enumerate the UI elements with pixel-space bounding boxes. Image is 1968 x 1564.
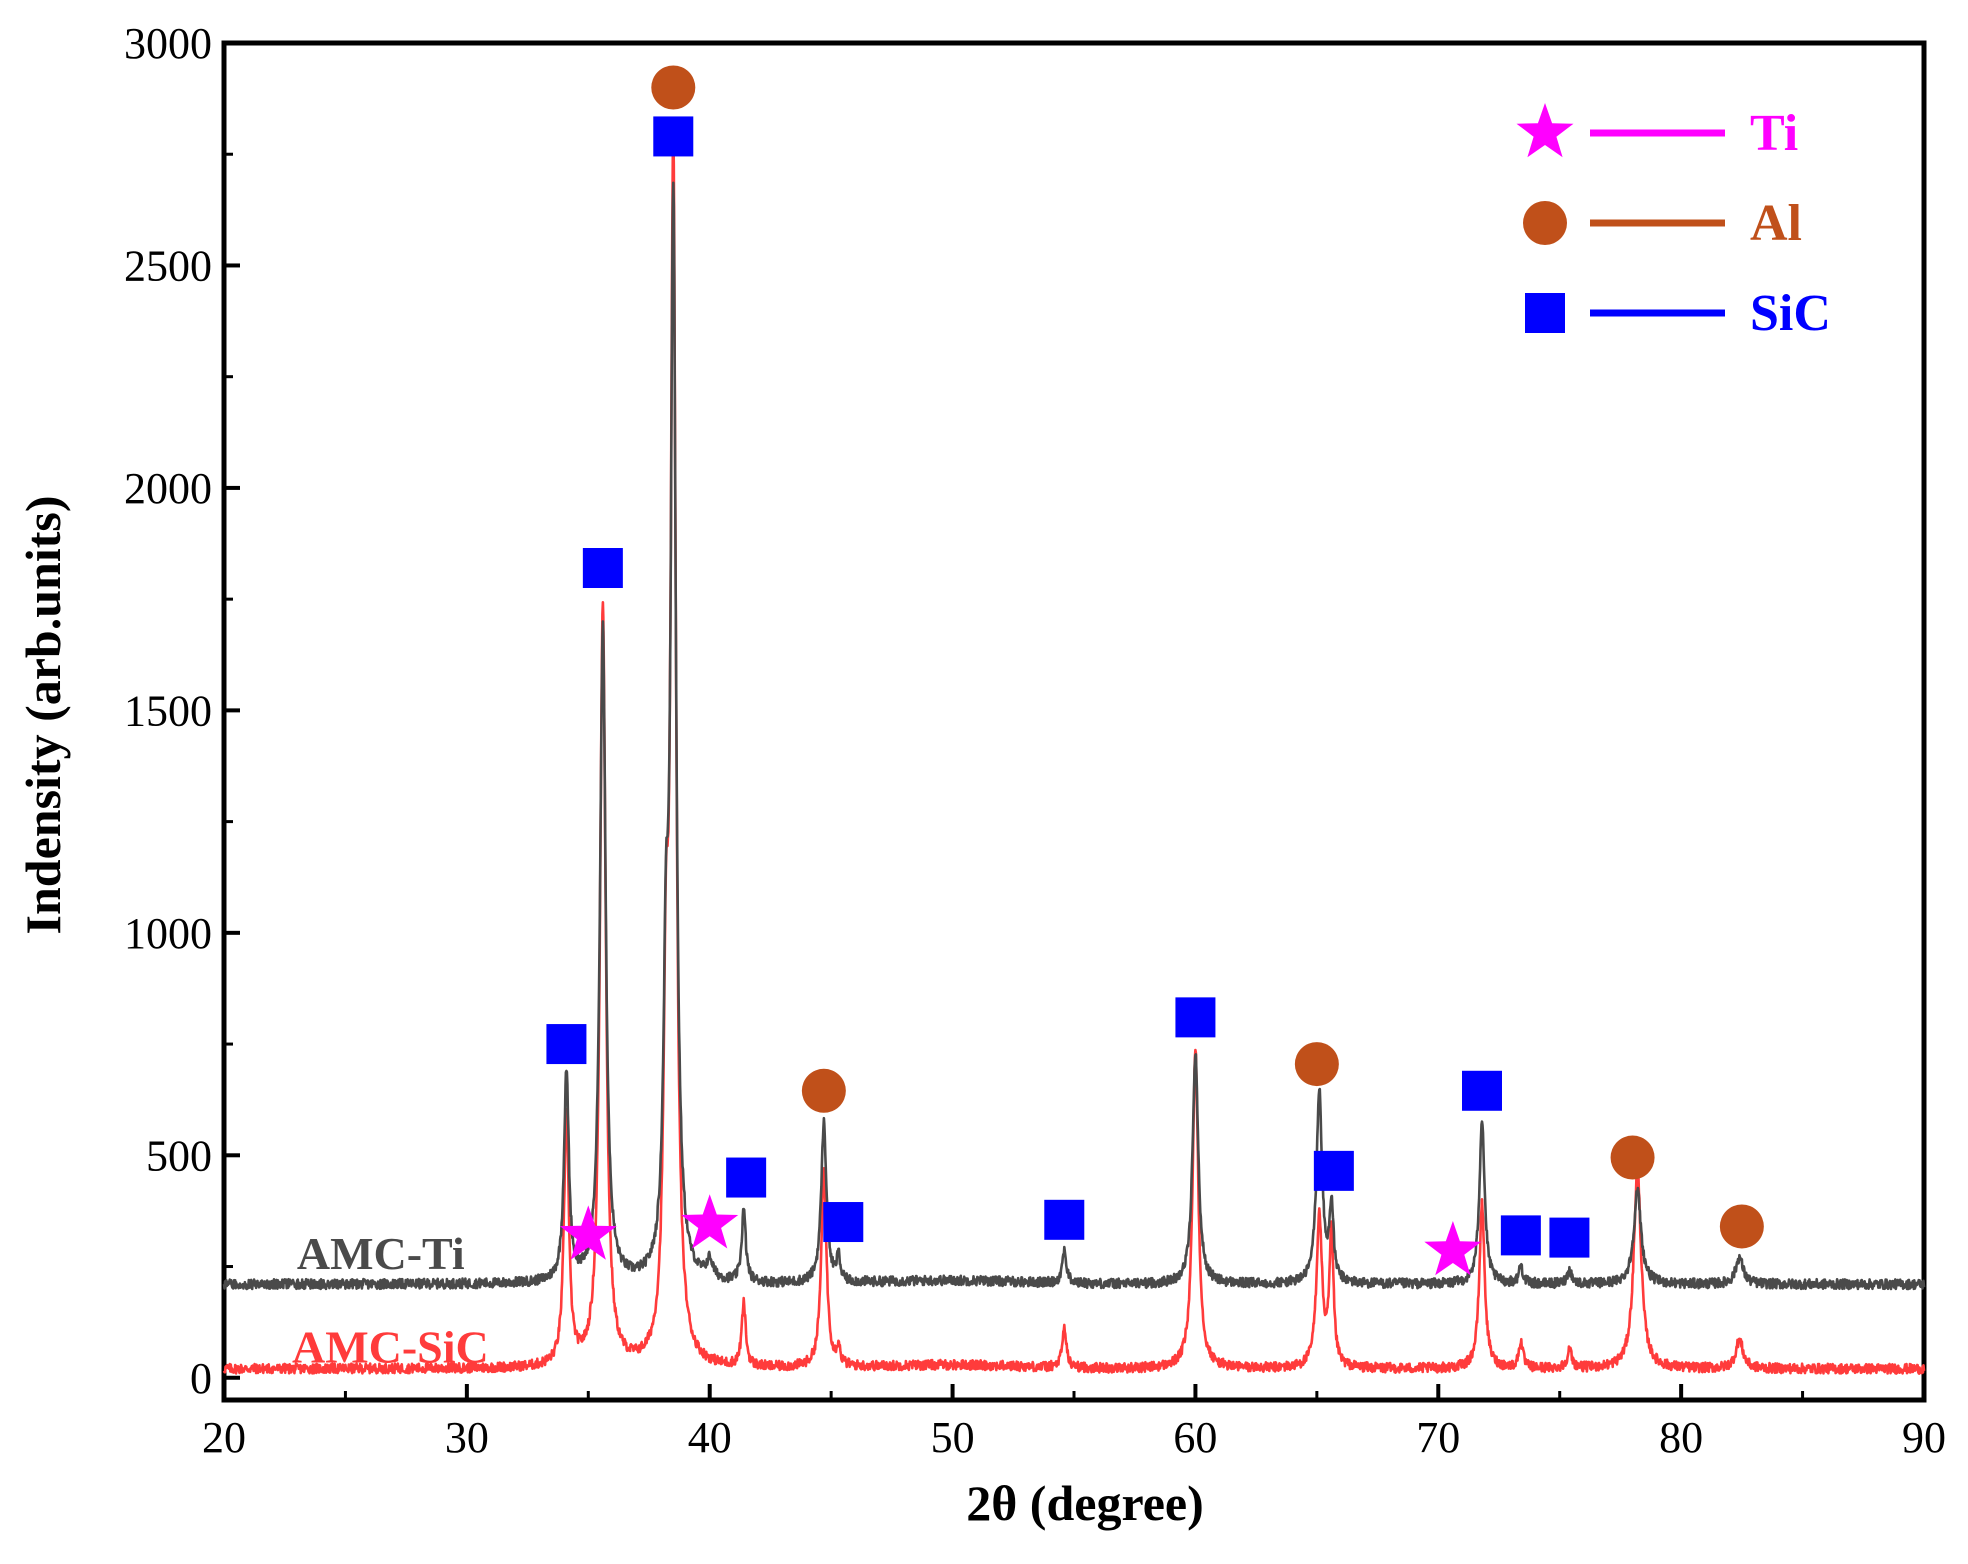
y-tick-label: 1000 [124, 909, 212, 958]
y-tick-label: 3000 [124, 19, 212, 68]
series-label: AMC-Ti [297, 1228, 465, 1279]
al-peak-marker [1294, 1042, 1339, 1087]
series-amc-ti-line [222, 181, 1926, 1291]
y-tick-label: 2500 [124, 241, 212, 290]
y-axis-label: Indensity (arb.units) [15, 496, 71, 935]
sic-peak-marker [1313, 1150, 1354, 1191]
sic-peak-marker [653, 116, 694, 157]
legend-label: Al [1750, 195, 1802, 252]
sic-peak-marker [1462, 1070, 1502, 1111]
y-tick-label: 2000 [124, 464, 212, 513]
al-peak-marker [801, 1068, 846, 1113]
x-tick-label: 60 [1173, 1413, 1217, 1462]
sic-peak-marker [546, 1024, 587, 1065]
x-tick-label: 40 [688, 1413, 732, 1462]
series-amc-sic-line [222, 128, 1926, 1375]
x-tick-label: 80 [1659, 1413, 1703, 1462]
legend-square-icon [1525, 293, 1565, 333]
y-tick-label: 1500 [124, 686, 212, 735]
legend-label: Ti [1750, 105, 1798, 162]
sic-peak-marker [1044, 1199, 1085, 1240]
x-axis-label: 2θ (degree) [966, 1475, 1204, 1531]
y-tick-label: 0 [190, 1354, 212, 1403]
al-peak-marker [651, 65, 696, 110]
series-layer: AMC-Ti AMC-SiC [222, 128, 1926, 1375]
sic-peak-marker [1549, 1217, 1590, 1258]
axes: 20 30 40 50 60 70 80 90 0 500 1000 1500 2000 2500 3000 [124, 19, 1946, 1462]
x-tick-label: 50 [931, 1413, 975, 1462]
sic-peak-marker [726, 1157, 767, 1198]
legend-circle-icon [1523, 201, 1567, 245]
al-peak-marker [1719, 1204, 1764, 1249]
sic-peak-marker [823, 1202, 864, 1243]
ti-peak-marker [559, 1205, 617, 1260]
sic-peak-marker [1175, 997, 1216, 1038]
al-peak-marker [1610, 1135, 1655, 1180]
sic-peak-marker [1500, 1215, 1541, 1256]
legend-star-icon [1516, 103, 1574, 158]
ti-peak-marker [1424, 1221, 1482, 1276]
ti-peak-marker [681, 1194, 739, 1249]
y-tick-label: 500 [146, 1131, 212, 1180]
x-tick-label: 30 [445, 1413, 489, 1462]
x-tick-label: 70 [1416, 1413, 1460, 1462]
x-tick-label: 90 [1902, 1413, 1946, 1462]
series-label: AMC-SiC [292, 1322, 489, 1373]
peak-markers [546, 65, 1764, 1276]
legend-label: SiC [1750, 285, 1831, 342]
sic-peak-marker [582, 548, 623, 589]
x-tick-label: 20 [202, 1413, 246, 1462]
legend: Ti Al SiC [1516, 103, 1831, 342]
plot-frame [221, 40, 1927, 1403]
